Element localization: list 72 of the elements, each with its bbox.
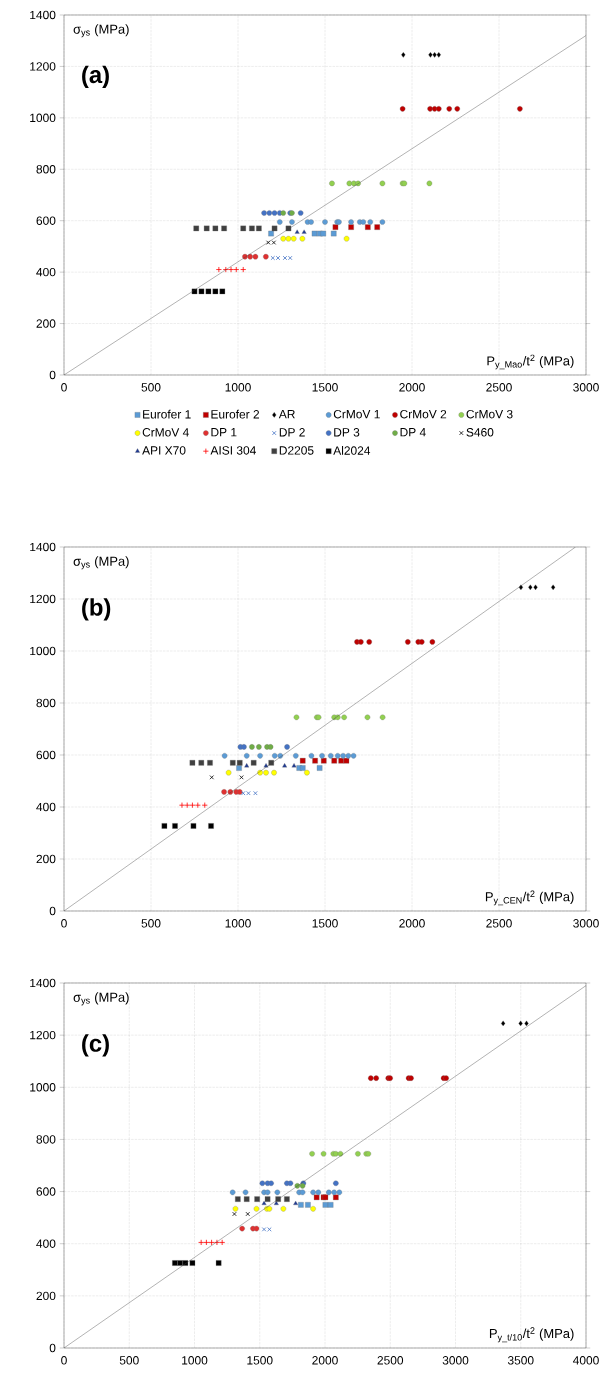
y-tick-label: 400	[36, 802, 56, 812]
x-tick-label: 1000	[225, 919, 251, 928]
x-tick-label: 4000	[572, 1356, 599, 1365]
legend-label: D2205	[279, 446, 314, 455]
x-tick-label: 2000	[399, 383, 425, 392]
y-axis-title: σ$_{ys}$ (MPa)	[73, 24, 129, 38]
legend-label: S460	[466, 428, 494, 437]
y-tick-label: 600	[36, 750, 56, 760]
x-tick-label: 3000	[573, 383, 599, 392]
legend-label: Eurofer 2	[211, 409, 260, 419]
x-tick-label: 1500	[312, 383, 338, 392]
y-tick-label: 200	[36, 1291, 56, 1301]
y-tick-label: 1400	[30, 978, 56, 988]
legend-label: AR	[278, 410, 295, 419]
legend-label: AISI 304	[210, 446, 256, 455]
x-tick-label: 1000	[225, 383, 251, 392]
x-tick-label: 2500	[486, 919, 512, 928]
y-tick-label: 1000	[30, 113, 56, 123]
x-axis-title: P$_{y_Mao}$/t$^{2}$ (MPa)	[487, 354, 574, 370]
annotation: (a)	[82, 65, 109, 88]
legend-label: CrMoV 2	[400, 409, 447, 419]
y-tick-label: 1200	[30, 1030, 56, 1040]
y-tick-label: 1000	[30, 646, 56, 656]
legend-label: Eurofer 1	[143, 409, 191, 419]
y-tick-label: 800	[36, 165, 56, 174]
legend-label: CrMoV 4	[142, 428, 189, 437]
y-tick-label: 800	[36, 698, 56, 708]
x-axis-title: P$_{y_t/10}$/t$^{2}$ (MPa)	[489, 1327, 574, 1343]
y-tick-label: 0	[49, 1343, 56, 1353]
y-tick-label: 1400	[30, 542, 56, 552]
x-tick-label: 0	[61, 1356, 67, 1365]
y-tick-label: 800	[36, 1135, 56, 1144]
y-tick-label: 1000	[30, 1083, 56, 1092]
x-tick-label: 1000	[182, 1356, 208, 1365]
x-tick-label: 2500	[377, 1356, 404, 1365]
x-axis-title: P$_{y_CEN}$/t$^{2}$ (MPa)	[485, 890, 574, 906]
x-tick-label: 2500	[486, 383, 512, 392]
x-tick-label: 1500	[312, 919, 338, 928]
legend-label: DP 3	[334, 428, 360, 437]
y-tick-label: 0	[49, 370, 56, 380]
x-tick-label: 500	[119, 1356, 139, 1365]
x-tick-label: 500	[141, 919, 161, 928]
annotation: (b)	[82, 598, 111, 621]
y-axis-title: σ$_{ys}$ (MPa)	[73, 992, 129, 1006]
y-tick-label: 400	[36, 1239, 56, 1248]
y-tick-label: 1200	[30, 594, 56, 604]
y-tick-label: 1200	[30, 62, 56, 71]
annotation: (c)	[82, 1034, 109, 1057]
x-tick-label: 0	[61, 919, 67, 928]
y-tick-label: 600	[36, 1187, 56, 1196]
x-tick-label: 1500	[247, 1356, 273, 1365]
x-tick-label: 3000	[573, 919, 599, 928]
y-tick-label: 600	[36, 216, 56, 225]
y-tick-label: 200	[36, 319, 56, 328]
legend-label: DP 1	[211, 428, 237, 437]
legend-label: API X70	[142, 446, 186, 455]
x-tick-label: 0	[61, 383, 67, 392]
x-tick-label: 3500	[507, 1356, 534, 1365]
y-tick-label: 200	[36, 854, 56, 864]
x-tick-label: 2000	[399, 919, 425, 928]
legend-label: CrMoV 1	[333, 409, 380, 419]
legend-label: Al2024	[333, 446, 371, 455]
x-tick-label: 3000	[442, 1356, 469, 1365]
y-axis-title: σ$_{ys}$ (MPa)	[73, 556, 129, 570]
y-tick-label: 1400	[30, 10, 56, 20]
x-tick-label: 2000	[312, 1356, 338, 1365]
y-tick-label: 400	[36, 267, 56, 277]
legend-label: DP 2	[279, 428, 305, 437]
legend-label: CrMoV 3	[466, 409, 513, 419]
x-tick-label: 500	[141, 383, 161, 392]
y-tick-label: 0	[49, 906, 56, 916]
legend-label: DP 4	[400, 428, 426, 437]
